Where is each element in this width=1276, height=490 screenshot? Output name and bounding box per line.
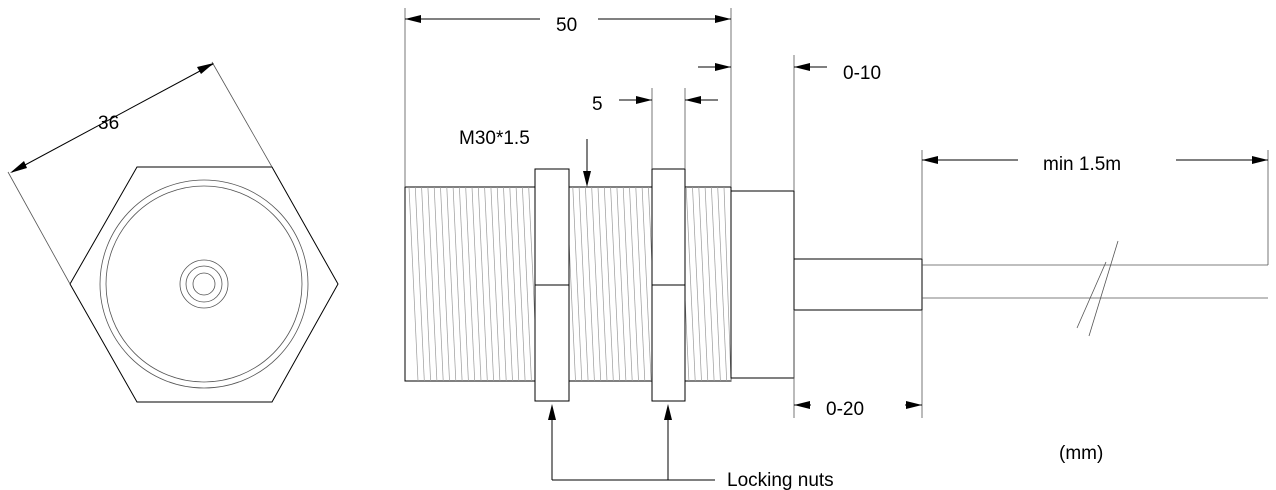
thread-line xyxy=(610,186,620,382)
thread-line xyxy=(591,186,602,382)
lens-ring-inner xyxy=(185,265,223,303)
lens-center xyxy=(192,272,216,296)
thread-line xyxy=(597,186,608,382)
thread-line xyxy=(503,186,513,382)
arrow-0-20-right xyxy=(906,401,922,409)
thread-line xyxy=(484,186,494,382)
clearance-bottom-label: 0-20 xyxy=(826,399,864,420)
thread-line xyxy=(515,186,526,382)
hex-extension-left xyxy=(7,171,71,285)
thread-line xyxy=(578,186,589,382)
arrow-0-10-right xyxy=(794,63,810,71)
locking-nuts-callout: Locking nuts xyxy=(548,404,834,490)
thread-line xyxy=(629,186,639,382)
thread-line xyxy=(452,186,463,382)
thread-line xyxy=(490,186,501,382)
end-view: 36 xyxy=(7,61,339,403)
thread-line xyxy=(711,186,721,382)
clearance-top-label: 0-10 xyxy=(843,63,881,84)
thread-line xyxy=(477,186,488,382)
arrow-50-right xyxy=(715,15,731,23)
cable-break-2 xyxy=(1088,240,1119,337)
thread-line xyxy=(585,186,595,382)
arrow-cable-right xyxy=(1252,156,1268,164)
thread-line xyxy=(509,186,520,382)
locking-nuts-label: Locking nuts xyxy=(727,470,834,490)
thread-line xyxy=(433,186,444,382)
arrow-0-20-left xyxy=(794,401,810,409)
inner-face-circle xyxy=(105,185,303,383)
locking-arrow-right xyxy=(664,404,672,420)
arrow-cable-left xyxy=(922,156,938,164)
cable-gland xyxy=(793,258,923,311)
arrow-0-10-left xyxy=(715,63,731,71)
thread-line xyxy=(692,186,702,382)
thread-line xyxy=(421,186,431,382)
thread-spec-label: M30*1.5 xyxy=(459,128,530,149)
thread-line xyxy=(459,186,469,382)
thread-arrow xyxy=(583,171,591,187)
thread-line xyxy=(723,186,732,382)
thread-line xyxy=(496,186,507,382)
thread-line xyxy=(414,186,425,382)
arrow-5-left xyxy=(636,96,652,104)
units-label: (mm) xyxy=(1059,443,1103,464)
arrow-5-right xyxy=(685,96,701,104)
thread-line xyxy=(622,186,633,382)
thread-line xyxy=(717,186,728,382)
thread-spec-callout: M30*1.5 xyxy=(459,128,591,187)
thread-line xyxy=(704,186,715,382)
cable-length-label: min 1.5m xyxy=(1043,154,1121,175)
overall-length-label: 50 xyxy=(556,15,577,36)
nut-width-label: 5 xyxy=(592,94,603,115)
thread-line xyxy=(471,186,482,382)
hex-dimension-label: 36 xyxy=(98,113,119,134)
thread-line xyxy=(408,186,419,382)
thread-line xyxy=(698,186,709,382)
arrow-50-left xyxy=(405,15,421,23)
cable-length-dimension: min 1.5m xyxy=(921,150,1269,265)
thread-line xyxy=(572,186,583,382)
cable-break-1 xyxy=(1076,261,1107,329)
thread-line xyxy=(635,186,646,382)
clearance-top-dimension: 0-10 xyxy=(698,55,881,191)
thread-line xyxy=(465,186,476,382)
hex-dim-arrow-left xyxy=(10,161,27,173)
rear-housing xyxy=(730,190,795,379)
locking-arrow-left xyxy=(548,404,556,420)
clearance-bottom-dimension: 0-20 xyxy=(793,310,923,420)
thread-line xyxy=(427,186,438,382)
thread-line xyxy=(446,186,457,382)
thread-line xyxy=(616,186,627,382)
thread-line xyxy=(440,186,450,382)
overall-length-dimension: 50 xyxy=(404,8,732,187)
thread-line xyxy=(603,186,614,382)
side-view xyxy=(404,168,1268,402)
thread-line xyxy=(685,186,696,382)
hex-outline xyxy=(69,166,339,403)
hex-dimension-line xyxy=(11,63,214,173)
outer-face-circle xyxy=(99,179,309,389)
thread-line xyxy=(522,186,532,382)
thread-line xyxy=(641,186,652,382)
lens-ring-outer xyxy=(179,259,229,309)
nut-width-dimension: 5 xyxy=(592,88,718,169)
hex-extension-right xyxy=(211,61,273,168)
hex-dim-arrow-right xyxy=(197,63,214,74)
